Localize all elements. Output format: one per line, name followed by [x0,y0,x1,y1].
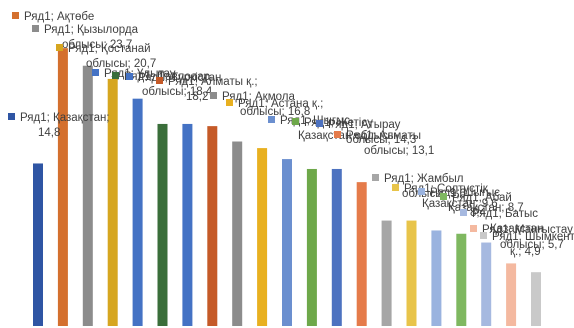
data-label-line: облысы; 5,7 [500,239,564,251]
data-label-1: Ряд1; Қазақстан; 14,8 [8,112,110,139]
bar-19 [481,242,492,326]
data-label-line: облысы; 18,4 [142,86,213,98]
legend-key-5 [92,69,99,76]
legend-key-2 [12,12,19,19]
legend-key-17 [418,188,425,195]
data-label-line: облысы; 23,7 [62,39,132,51]
legend-key-19 [460,209,467,216]
bar-21 [531,272,541,326]
data-label-4: Ряд1; Қостанай облысы; 20,7 [56,43,156,70]
bar-5 [132,98,143,326]
data-label-2: Ряд1; Ақтөбе [12,11,94,23]
bar-14 [356,182,367,326]
data-label-line: Ряд1; Алматы [346,130,421,142]
data-label-14: Ряд1; Алматы облысы; 13,1 [334,130,434,157]
data-label-9: Ряд1; Ақмола облысы; 16,8 [210,91,310,118]
data-label-line: Ряд1; Павлодар [124,71,210,83]
data-label-line: Ряд1; Қызылорда [44,24,139,36]
data-label-line: Ряд1; Ақтөбе [24,11,94,23]
data-label-line: 14,8 [38,127,60,139]
legend-key-12 [292,118,299,125]
bar-15 [381,220,392,326]
bar-9 [232,141,243,326]
data-label-line: 8,4 [470,207,487,219]
bar-10 [257,148,268,326]
legend-key-7 [126,73,133,80]
legend-key-10 [226,99,233,106]
bar-16 [406,220,417,326]
data-label-18: Ряд1; Абай 8,4 [440,192,512,219]
legend-key-9 [210,92,217,99]
bar-6 [157,123,168,327]
data-label-19: Ряд1; Батыс Қазақстан [460,208,543,235]
bar-13 [331,168,342,326]
data-label-line: облысы; 9,6 [402,188,466,200]
data-label-line: Ряд1; Қазақстан; [20,112,110,124]
legend-key-21 [480,232,487,239]
legend-key-15 [372,174,379,181]
bar-17 [431,230,442,326]
data-label-line: Ряд1; Алматы қ.; [168,76,258,88]
data-label-line: 18,2 [186,91,208,103]
legend-key-11 [268,116,275,123]
legend-key-6 [112,72,119,79]
data-label-line: қ.; 4,9 [510,246,541,258]
data-label-13: Ряд1; Атырау облысы; 14,3 [316,119,416,146]
bar-2 [57,48,68,326]
data-label-line: облысы; 16,8 [240,106,310,118]
legend-key-14 [334,131,341,138]
legend-key-16 [392,184,399,191]
legend-key-3 [32,25,39,32]
bars-group [33,48,541,327]
data-label-15: Ряд1; Жамбыл облысы; 9,6 [372,173,466,200]
data-label-line: Ряд1; Маңғыстау [482,224,573,236]
data-label-3: Ряд1; Қызылорда облысы; 23,7 [32,24,139,51]
data-label-line: Ряд1; Шымкент [492,231,574,243]
data-label-line: облысы; 14,3 [346,134,416,146]
data-label-16: Ряд1; Солтүстік Қазақстан; 9,6 [392,183,498,210]
data-label-line: Ряд1; Абай [452,192,512,204]
bar-1 [33,163,43,326]
data-label-line: Ряд1; Астана қ.; [238,98,323,110]
legend-key-4 [56,44,63,51]
bar-11 [282,159,292,326]
data-label-line: Қазақстан; 9,6 [422,198,498,210]
data-label-21: Ряд1; Шымкент қ.; 4,9 [480,231,574,258]
data-label-line: Ряд1; Жамбыл [384,173,464,185]
bar-7 [182,123,193,327]
bar-12 [306,168,317,326]
data-label-line: Ряд1; Ақмола [222,91,295,103]
data-label-10: Ряд1; Астана қ.; [226,98,323,110]
bar-4 [107,78,118,326]
data-label-8: Ряд1; Алматы қ.; 18,2 [156,76,258,103]
data-label-6: Ряд1; Павлодар облысы; 18,4 [112,71,213,98]
bar-20 [506,263,517,326]
data-label-line: Қазақстан [490,223,543,235]
bar-3 [82,65,93,327]
legend-key-8 [156,77,163,84]
legend-key-20 [470,225,477,232]
data-label-line: Ряд1; Солтүстік [404,183,489,195]
legend-key-13 [316,120,323,127]
bar-18 [456,233,467,326]
data-label-line: облысы; 13,1 [364,145,434,157]
data-label-line: Ряд1; Батыс [472,208,538,220]
data-label-line: Ряд1; Қостанай [68,43,151,55]
legend-key-18 [440,193,447,200]
data-label-20: Ряд1; Маңғыстау облысы; 5,7 [470,224,573,251]
data-label-line: Ряд1; Шығыс [430,187,500,199]
legend-key-1 [8,113,15,120]
bar-8 [207,126,218,326]
data-label-line: облысы; 20,7 [86,58,156,70]
data-label-line: Ряд1; Атырау [328,119,401,131]
data-label-line: Қазақстан облысы [298,130,396,142]
